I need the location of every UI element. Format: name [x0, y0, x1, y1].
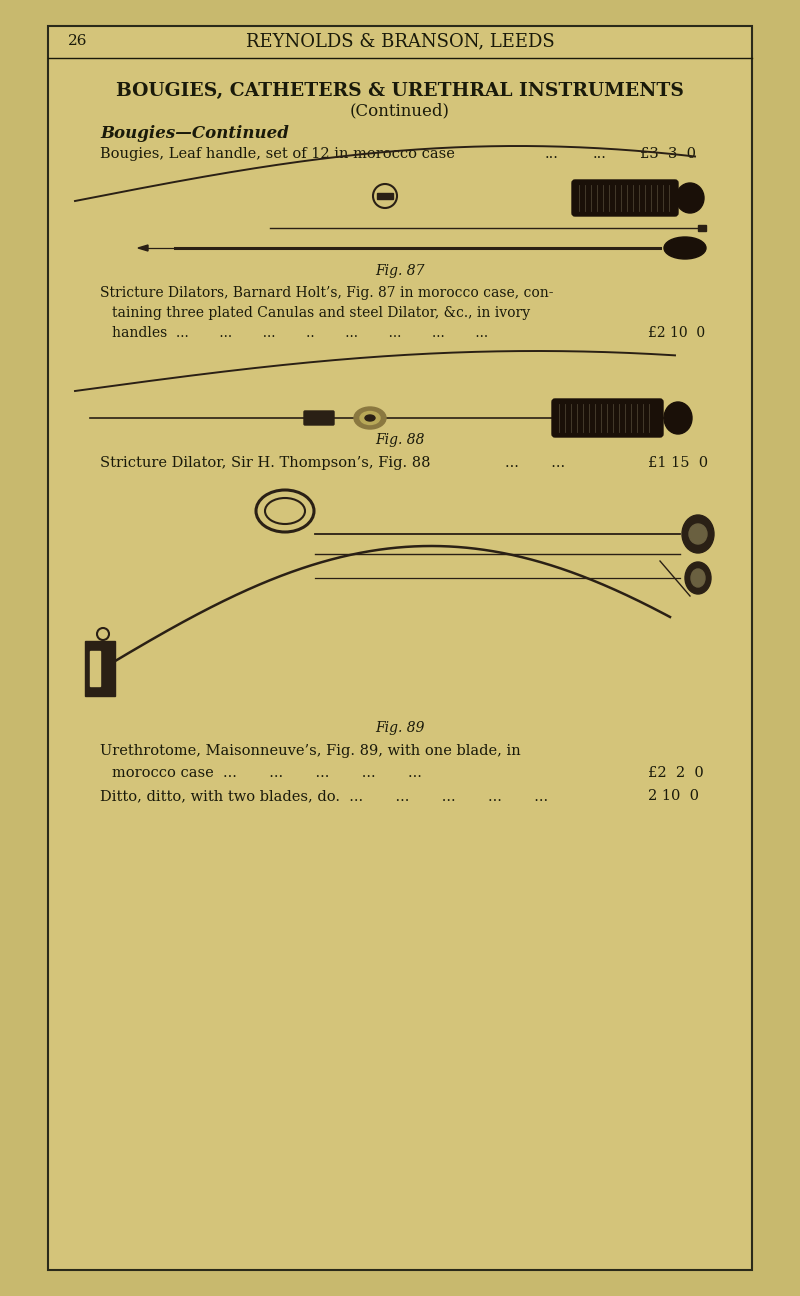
Text: REYNOLDS & BRANSON, LEEDS: REYNOLDS & BRANSON, LEEDS — [246, 32, 554, 51]
Bar — [90, 651, 100, 686]
Text: Bougies—Continued: Bougies—Continued — [100, 124, 289, 141]
Text: £1 15  0: £1 15 0 — [648, 456, 708, 470]
Text: Ditto, ditto, with two blades, do.  ...       ...       ...       ...       ...: Ditto, ditto, with two blades, do. ... .… — [100, 789, 548, 804]
Text: £2 10  0: £2 10 0 — [648, 327, 705, 340]
Text: Fig. 89: Fig. 89 — [375, 721, 425, 735]
Bar — [85, 642, 115, 696]
Text: Urethrotome, Maisonneuve’s, Fig. 89, with one blade, in: Urethrotome, Maisonneuve’s, Fig. 89, wit… — [100, 744, 521, 758]
Text: ...       ...: ... ... — [505, 456, 565, 470]
Text: £3  3  0: £3 3 0 — [640, 146, 696, 161]
Text: BOUGIES, CATHETERS & URETHRAL INSTRUMENTS: BOUGIES, CATHETERS & URETHRAL INSTRUMENT… — [116, 82, 684, 100]
Polygon shape — [138, 245, 148, 251]
Text: ...: ... — [545, 146, 559, 161]
Ellipse shape — [664, 237, 706, 259]
Ellipse shape — [676, 183, 704, 213]
Text: Fig. 87: Fig. 87 — [375, 264, 425, 279]
Ellipse shape — [682, 515, 714, 553]
Ellipse shape — [691, 569, 705, 587]
Text: 2 10  0: 2 10 0 — [648, 789, 699, 804]
Text: £2  2  0: £2 2 0 — [648, 766, 704, 780]
Ellipse shape — [664, 402, 692, 434]
FancyBboxPatch shape — [572, 180, 678, 216]
Text: Fig. 88: Fig. 88 — [375, 433, 425, 447]
Ellipse shape — [689, 524, 707, 544]
Ellipse shape — [360, 412, 380, 425]
Text: ...: ... — [593, 146, 607, 161]
Text: (Continued): (Continued) — [350, 102, 450, 119]
Text: 26: 26 — [68, 34, 87, 48]
Ellipse shape — [365, 415, 375, 421]
FancyBboxPatch shape — [552, 399, 663, 437]
Ellipse shape — [685, 562, 711, 594]
Text: handles  ...       ...       ...       ..       ...       ...       ...       ..: handles ... ... ... .. ... ... ... .. — [112, 327, 488, 340]
Bar — [698, 226, 706, 231]
Ellipse shape — [354, 407, 386, 429]
Text: morocco case  ...       ...       ...       ...       ...: morocco case ... ... ... ... ... — [112, 766, 422, 780]
Text: Bougies, Leaf handle, set of 12 in morocco case: Bougies, Leaf handle, set of 12 in moroc… — [100, 146, 455, 161]
FancyBboxPatch shape — [304, 411, 334, 425]
Text: taining three plated Canulas and steel Dilator, &c., in ivory: taining three plated Canulas and steel D… — [112, 306, 530, 320]
Bar — [48, 26, 752, 1270]
Bar — [377, 193, 393, 200]
Text: Stricture Dilator, Sir H. Thompson’s, Fig. 88: Stricture Dilator, Sir H. Thompson’s, Fi… — [100, 456, 430, 470]
Text: Stricture Dilators, Barnard Holt’s, Fig. 87 in morocco case, con-: Stricture Dilators, Barnard Holt’s, Fig.… — [100, 286, 554, 299]
